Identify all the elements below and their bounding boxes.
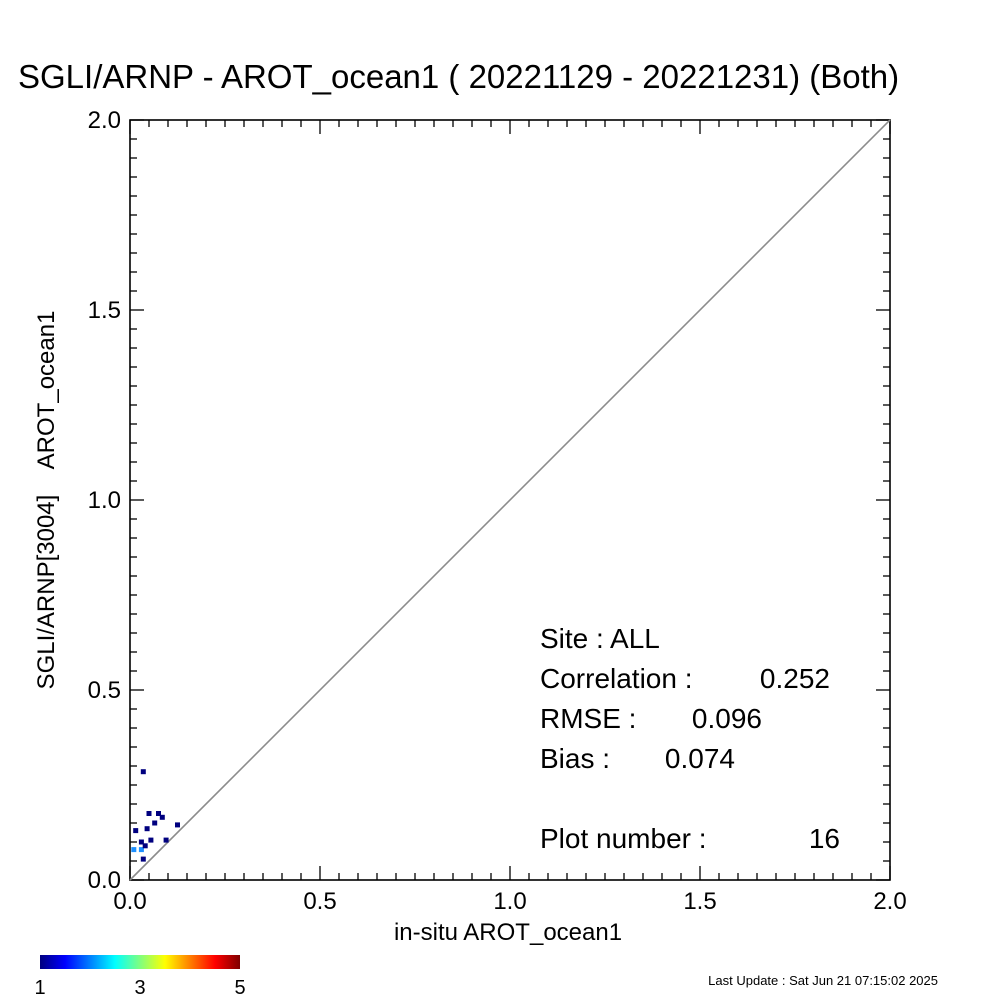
chart-title: SGLI/ARNP - AROT_ocean1 ( 20221129 - 202… — [18, 58, 899, 95]
stat-bias-label: Bias : — [540, 743, 610, 774]
data-point — [133, 828, 139, 834]
x-tick-label: 1.0 — [493, 888, 526, 915]
data-point — [156, 811, 161, 816]
stat-rmse-label: RMSE : — [540, 703, 636, 734]
y-tick-label: 2.0 — [88, 107, 121, 134]
stat-plot-number-label: Plot number : — [540, 823, 707, 854]
data-point — [131, 847, 137, 853]
data-point — [163, 837, 169, 843]
stat-correlation-label: Correlation : — [540, 663, 693, 694]
x-tick-labels: 0.0 0.5 1.0 1.5 2.0 — [113, 888, 906, 915]
data-point — [159, 814, 165, 820]
data-point — [140, 769, 146, 775]
one-to-one-line-group — [129, 119, 891, 881]
data-point — [138, 847, 144, 853]
stat-site: Site : ALL — [540, 623, 660, 654]
y-tick-label: 1.5 — [88, 297, 121, 324]
stat-rmse-value: 0.096 — [692, 703, 762, 734]
y-tick-label: 1.0 — [88, 487, 121, 514]
colorbar-tick-label: 3 — [134, 977, 145, 999]
x-axis-label: in-situ AROT_ocean1 — [394, 919, 622, 946]
colorbar — [40, 955, 240, 969]
x-tick-label: 2.0 — [873, 888, 906, 915]
data-points — [131, 769, 180, 862]
data-point — [148, 837, 154, 843]
plot-frame — [129, 119, 891, 881]
data-point — [138, 839, 144, 845]
stat-plot-number-value: 16 — [809, 823, 840, 854]
y-tick-labels: 0.0 0.5 1.0 1.5 2.0 — [88, 107, 121, 894]
data-point — [140, 856, 146, 862]
axis-ticks — [129, 119, 891, 881]
stats-panel: Site : ALL Correlation : 0.252 RMSE : 0.… — [540, 623, 840, 854]
data-point — [152, 820, 158, 826]
y-tick-label: 0.5 — [88, 677, 121, 704]
x-tick-label: 1.5 — [683, 888, 716, 915]
one-to-one-line — [129, 119, 891, 881]
data-point — [146, 811, 152, 816]
data-point — [142, 843, 148, 849]
y-tick-label: 0.0 — [88, 867, 121, 894]
colorbar-labels: 1 3 5 — [34, 977, 245, 999]
stat-correlation-value: 0.252 — [760, 663, 830, 694]
x-tick-label: 0.5 — [303, 888, 336, 915]
y-axis-label: SGLI/ARNP[3004] AROT_ocean1 — [33, 311, 60, 690]
stat-bias-value: 0.074 — [665, 743, 735, 774]
data-point — [144, 826, 150, 832]
x-tick-label: 0.0 — [113, 888, 146, 915]
colorbar-tick-label: 1 — [34, 977, 45, 999]
data-point — [175, 822, 180, 828]
last-update-text: Last Update : Sat Jun 21 07:15:02 2025 — [708, 973, 938, 988]
colorbar-tick-label: 5 — [234, 977, 245, 999]
